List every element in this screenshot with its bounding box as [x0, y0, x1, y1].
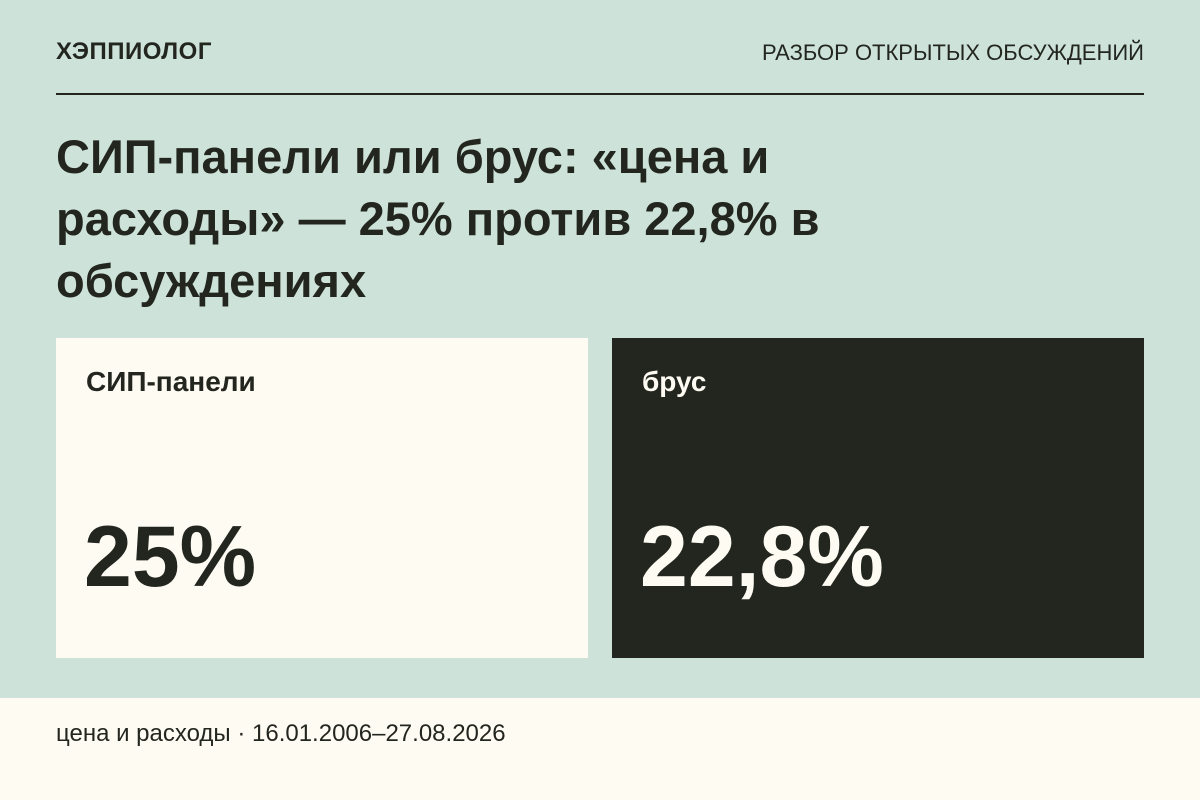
card-value: 25% — [84, 509, 257, 605]
card-label: брус — [642, 366, 707, 397]
title: СИП-панели или брус: «цена и расходы» — … — [56, 130, 820, 307]
divider — [56, 93, 1144, 95]
card-value: 22,8% — [640, 509, 884, 605]
footer: цена и расходы · 16.01.2006–27.08.2026 — [0, 698, 1200, 800]
card: СИП-панели 25% — [56, 338, 588, 658]
brand: ХЭППИОЛОГ — [56, 38, 212, 65]
card-label: СИП-панели — [86, 366, 256, 397]
footer-text: цена и расходы · 16.01.2006–27.08.2026 — [56, 720, 506, 747]
card: брус 22,8% — [612, 338, 1144, 658]
section-label: РАЗБОР ОТКРЫТЫХ ОБСУЖДЕНИЙ — [761, 40, 1144, 65]
